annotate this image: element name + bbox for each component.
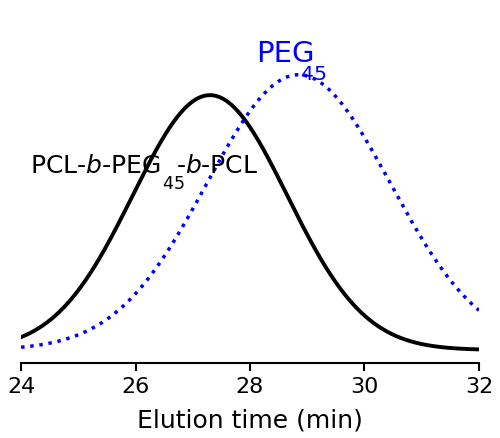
- Text: -$b$-PCL: -$b$-PCL: [176, 153, 258, 177]
- Text: PEG: PEG: [256, 40, 314, 68]
- Text: $_{45}$: $_{45}$: [300, 55, 327, 83]
- Text: PCL-$b$-PEG: PCL-$b$-PEG: [30, 153, 160, 177]
- Text: $_{45}$: $_{45}$: [162, 167, 186, 191]
- X-axis label: Elution time (min): Elution time (min): [137, 407, 363, 431]
